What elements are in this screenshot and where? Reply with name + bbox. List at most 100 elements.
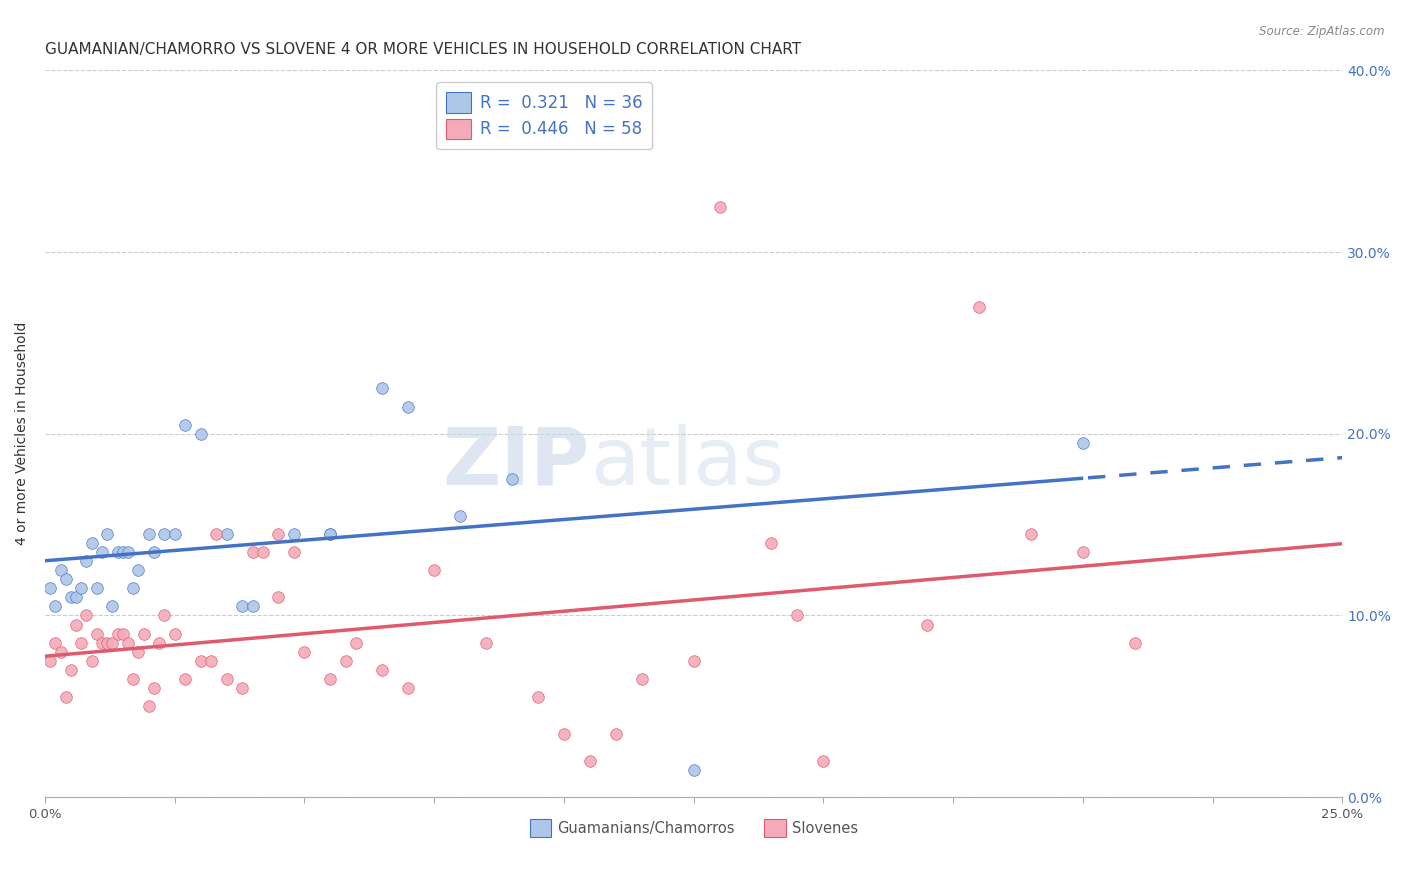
Point — [117, 545, 139, 559]
Point — [153, 608, 176, 623]
Point — [283, 545, 305, 559]
Point — [553, 726, 575, 740]
Point — [813, 754, 835, 768]
Point — [39, 581, 62, 595]
Point — [1123, 635, 1146, 649]
Point — [138, 526, 160, 541]
Point — [709, 200, 731, 214]
Point — [142, 681, 165, 695]
Legend: Guamanians/Chamorros, Slovenes: Guamanians/Chamorros, Slovenes — [522, 812, 865, 845]
Point — [142, 545, 165, 559]
Point — [319, 672, 342, 686]
Point — [396, 400, 419, 414]
Point — [55, 572, 77, 586]
Point — [242, 599, 264, 614]
Point — [915, 617, 938, 632]
Point — [200, 654, 222, 668]
Point — [630, 672, 652, 686]
Point — [122, 672, 145, 686]
Point — [127, 563, 149, 577]
Point — [205, 526, 228, 541]
Point — [153, 526, 176, 541]
Point — [190, 426, 212, 441]
Point — [101, 635, 124, 649]
Y-axis label: 4 or more Vehicles in Household: 4 or more Vehicles in Household — [15, 322, 30, 545]
Point — [49, 563, 72, 577]
Text: GUAMANIAN/CHAMORRO VS SLOVENE 4 OR MORE VEHICLES IN HOUSEHOLD CORRELATION CHART: GUAMANIAN/CHAMORRO VS SLOVENE 4 OR MORE … — [45, 42, 801, 57]
Point — [242, 545, 264, 559]
Point — [138, 699, 160, 714]
Point — [371, 381, 394, 395]
Point — [215, 672, 238, 686]
Point — [122, 581, 145, 595]
Point — [107, 626, 129, 640]
Point — [59, 591, 82, 605]
Point — [86, 581, 108, 595]
Point — [107, 545, 129, 559]
Point — [163, 626, 186, 640]
Point — [294, 645, 316, 659]
Point — [96, 635, 118, 649]
Point — [967, 300, 990, 314]
Point — [101, 599, 124, 614]
Point — [335, 654, 357, 668]
Point — [319, 526, 342, 541]
Point — [111, 545, 134, 559]
Point — [76, 608, 98, 623]
Point — [117, 635, 139, 649]
Text: Source: ZipAtlas.com: Source: ZipAtlas.com — [1260, 25, 1385, 38]
Point — [190, 654, 212, 668]
Point — [449, 508, 471, 523]
Point — [76, 554, 98, 568]
Point — [319, 526, 342, 541]
Text: ZIP: ZIP — [443, 424, 591, 502]
Text: atlas: atlas — [591, 424, 785, 502]
Point — [267, 526, 290, 541]
Point — [682, 763, 704, 777]
Point — [761, 535, 783, 549]
Point — [396, 681, 419, 695]
Point — [96, 526, 118, 541]
Point — [501, 472, 523, 486]
Point — [283, 526, 305, 541]
Point — [44, 635, 66, 649]
Point — [91, 545, 114, 559]
Point — [527, 690, 550, 705]
Point — [127, 645, 149, 659]
Point — [70, 635, 93, 649]
Point — [1071, 435, 1094, 450]
Point — [371, 663, 394, 677]
Point — [65, 617, 87, 632]
Point — [70, 581, 93, 595]
Point — [39, 654, 62, 668]
Point — [80, 535, 103, 549]
Point — [231, 599, 253, 614]
Point — [55, 690, 77, 705]
Point — [423, 563, 446, 577]
Point — [86, 626, 108, 640]
Point — [59, 663, 82, 677]
Point — [579, 754, 602, 768]
Point — [49, 645, 72, 659]
Point — [475, 635, 498, 649]
Point — [163, 526, 186, 541]
Point — [174, 417, 197, 432]
Point — [1019, 526, 1042, 541]
Point — [111, 626, 134, 640]
Point — [215, 526, 238, 541]
Point — [605, 726, 627, 740]
Point — [65, 591, 87, 605]
Point — [132, 626, 155, 640]
Point — [148, 635, 170, 649]
Point — [44, 599, 66, 614]
Point — [1071, 545, 1094, 559]
Point — [682, 654, 704, 668]
Point — [80, 654, 103, 668]
Point — [344, 635, 367, 649]
Point — [252, 545, 274, 559]
Point — [91, 635, 114, 649]
Point — [231, 681, 253, 695]
Point — [174, 672, 197, 686]
Point — [267, 591, 290, 605]
Point — [786, 608, 808, 623]
